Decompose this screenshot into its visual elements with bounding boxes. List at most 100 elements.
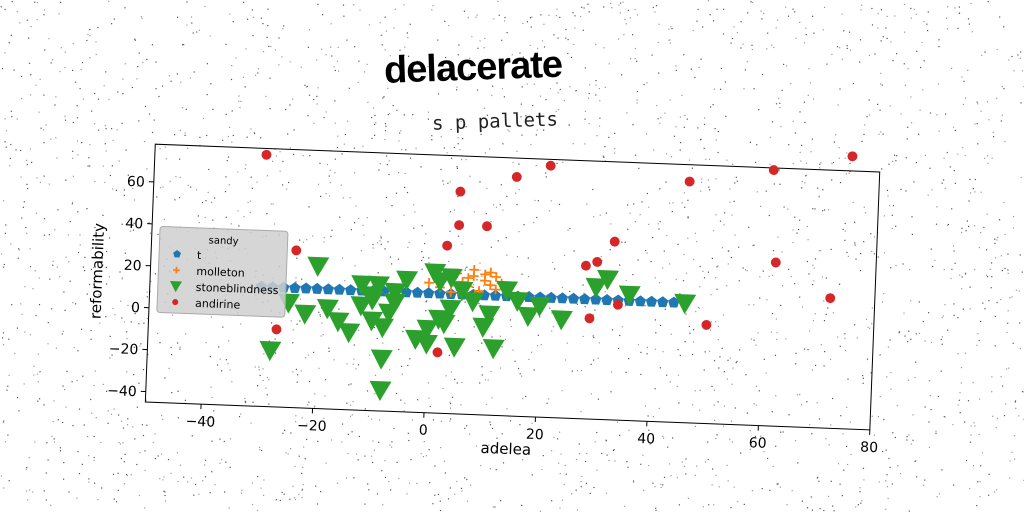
noise-dot	[181, 44, 184, 46]
noise-dot	[663, 437, 665, 439]
noise-dot	[461, 243, 463, 245]
noise-dot	[59, 276, 61, 278]
noise-dot	[708, 504, 710, 506]
noise-dot	[102, 214, 104, 216]
noise-dot	[28, 457, 30, 459]
noise-dot	[898, 331, 901, 333]
noise-dot	[894, 436, 896, 439]
noise-dot	[687, 199, 689, 201]
noise-dot	[120, 420, 123, 422]
noise-dot	[592, 188, 594, 191]
noise-dot	[154, 458, 156, 460]
noise-dot	[384, 138, 386, 141]
noise-dot	[169, 180, 171, 182]
noise-dot	[685, 313, 687, 315]
noise-dot	[426, 300, 428, 302]
noise-dot	[454, 378, 456, 380]
noise-dot	[611, 329, 614, 331]
noise-dot	[121, 122, 123, 124]
noise-dot	[1013, 70, 1015, 72]
noise-dot	[219, 358, 221, 360]
noise-dot	[389, 55, 391, 57]
noise-dot	[124, 7, 126, 9]
point-stoneblindness	[440, 268, 463, 289]
noise-dot	[539, 510, 541, 512]
noise-dot	[328, 175, 330, 177]
noise-dot	[659, 188, 661, 190]
noise-dot	[720, 67, 722, 69]
noise-dot	[964, 273, 966, 275]
noise-dot	[807, 349, 809, 351]
noise-dot	[95, 53, 97, 56]
noise-dot	[187, 481, 189, 483]
noise-dot	[403, 4, 405, 6]
noise-dot	[93, 384, 95, 387]
noise-dot	[28, 62, 31, 64]
noise-dot	[611, 7, 613, 9]
noise-dot	[835, 134, 837, 136]
noise-dot	[250, 422, 252, 424]
point-stoneblindness	[316, 299, 339, 320]
noise-dot	[146, 168, 148, 170]
noise-dot	[675, 278, 677, 281]
noise-dot	[906, 436, 908, 438]
noise-dot	[997, 417, 999, 420]
noise-dot	[877, 13, 879, 15]
noise-dot	[431, 135, 433, 137]
noise-dot	[245, 164, 247, 166]
noise-dot	[329, 182, 331, 184]
noise-dot	[43, 94, 45, 96]
noise-dot	[526, 83, 528, 85]
noise-dot	[304, 458, 306, 460]
noise-dot	[779, 102, 781, 104]
noise-dot	[565, 37, 567, 39]
noise-dot	[124, 252, 126, 254]
noise-dot	[588, 11, 590, 13]
noise-dot	[149, 290, 151, 292]
noise-dot	[792, 229, 794, 231]
noise-dot	[328, 347, 330, 349]
noise-dot	[957, 317, 959, 319]
noise-dot	[519, 424, 521, 426]
noise-dot	[571, 370, 573, 372]
noise-dot	[988, 473, 990, 475]
noise-dot	[185, 108, 187, 110]
noise-dot	[122, 427, 125, 429]
noise-dot	[940, 338, 942, 341]
noise-dot	[990, 287, 992, 289]
noise-dot	[17, 397, 19, 399]
noise-dot	[623, 505, 626, 507]
noise-dot	[113, 408, 115, 410]
noise-dot	[205, 342, 207, 344]
noise-dot	[994, 242, 996, 244]
noise-dot	[751, 1, 753, 4]
noise-dot	[717, 325, 719, 327]
noise-dot	[21, 98, 23, 100]
noise-dot	[141, 424, 143, 426]
noise-dot	[557, 92, 559, 94]
noise-dot	[102, 264, 104, 266]
noise-dot	[231, 65, 233, 67]
noise-dot	[75, 303, 77, 305]
noise-dot	[36, 19, 38, 21]
noise-dot	[102, 383, 104, 385]
noise-dot	[278, 37, 280, 39]
noise-dot	[595, 43, 597, 46]
noise-dot	[107, 410, 109, 412]
noise-dot	[844, 230, 846, 232]
noise-dot	[45, 472, 47, 474]
noise-dot	[662, 435, 664, 438]
noise-dot	[364, 455, 366, 457]
noise-dot	[575, 90, 577, 92]
noise-dot	[559, 431, 561, 433]
noise-dot	[734, 234, 736, 236]
noise-dot	[301, 496, 303, 499]
noise-dot	[710, 106, 712, 108]
point-stoneblindness	[451, 281, 474, 302]
point-molleton	[469, 264, 479, 275]
noise-dot	[449, 403, 452, 405]
noise-dot	[258, 369, 260, 371]
noise-dot	[385, 30, 388, 32]
noise-dot	[812, 264, 814, 266]
noise-dot	[371, 116, 373, 119]
